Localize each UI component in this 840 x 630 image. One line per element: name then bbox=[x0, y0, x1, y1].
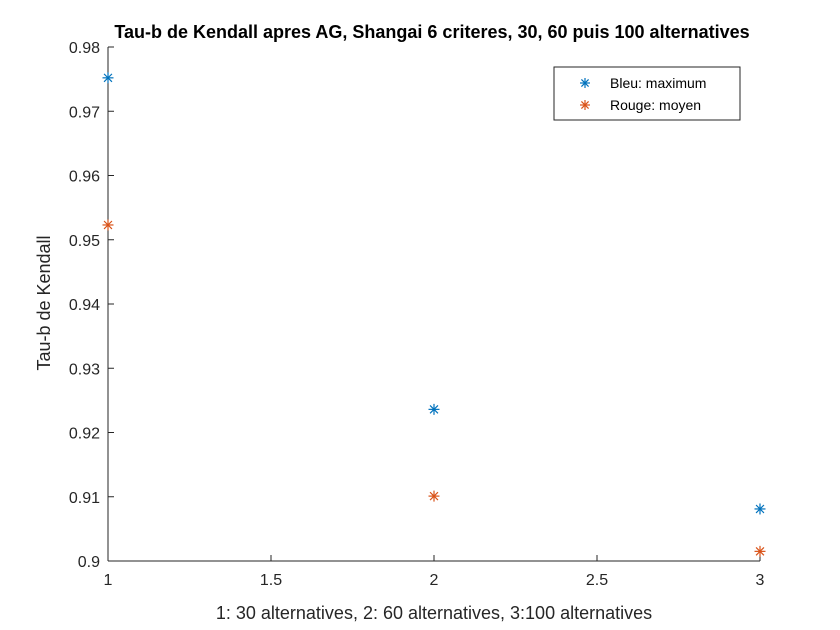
y-tick-label: 0.92 bbox=[69, 426, 100, 443]
legend-box bbox=[553, 66, 741, 121]
legend-label-series-2: Rouge: moyen bbox=[610, 97, 701, 113]
legend: Bleu: maximum Rouge: moyen bbox=[553, 66, 741, 121]
x-tick-label: 2 bbox=[430, 572, 439, 589]
axes: 1 1.5 2 2.5 3 0.9 0.91 0.92 0.93 0.94 0.95 0.96 0.97… bbox=[69, 40, 765, 589]
x-axis-label: 1: 30 alternatives, 2: 60 alternatives, … bbox=[216, 603, 652, 623]
legend-marker-series-2 bbox=[580, 100, 590, 110]
y-tick-label: 0.91 bbox=[69, 490, 100, 507]
chart-title: Tau-b de Kendall apres AG, Shangai 6 cri… bbox=[114, 22, 749, 42]
y-tick-label: 0.98 bbox=[69, 40, 100, 57]
y-tick-label: 0.95 bbox=[69, 233, 100, 250]
data-point-series-2 bbox=[102, 219, 114, 231]
x-tick-label: 1 bbox=[104, 572, 113, 589]
legend-label-series-1: Bleu: maximum bbox=[610, 75, 706, 91]
x-tick-label: 1.5 bbox=[260, 572, 282, 589]
y-tick-label: 0.9 bbox=[78, 554, 100, 571]
y-tick-label: 0.94 bbox=[69, 297, 100, 314]
x-tick-label: 2.5 bbox=[586, 572, 608, 589]
data-point-series-2 bbox=[754, 545, 766, 557]
x-tick-label: 3 bbox=[756, 572, 765, 589]
y-tick-label: 0.93 bbox=[69, 361, 100, 378]
data-point-series-1 bbox=[754, 503, 766, 515]
y-tick-label: 0.96 bbox=[69, 169, 100, 186]
legend-marker-series-1 bbox=[580, 78, 590, 88]
y-axis-label: Tau-b de Kendall bbox=[34, 235, 54, 370]
data-point-series-1 bbox=[428, 403, 440, 415]
y-tick-label: 0.97 bbox=[69, 104, 100, 121]
data-markers bbox=[102, 72, 766, 557]
data-point-series-1 bbox=[102, 72, 114, 84]
data-point-series-2 bbox=[428, 490, 440, 502]
